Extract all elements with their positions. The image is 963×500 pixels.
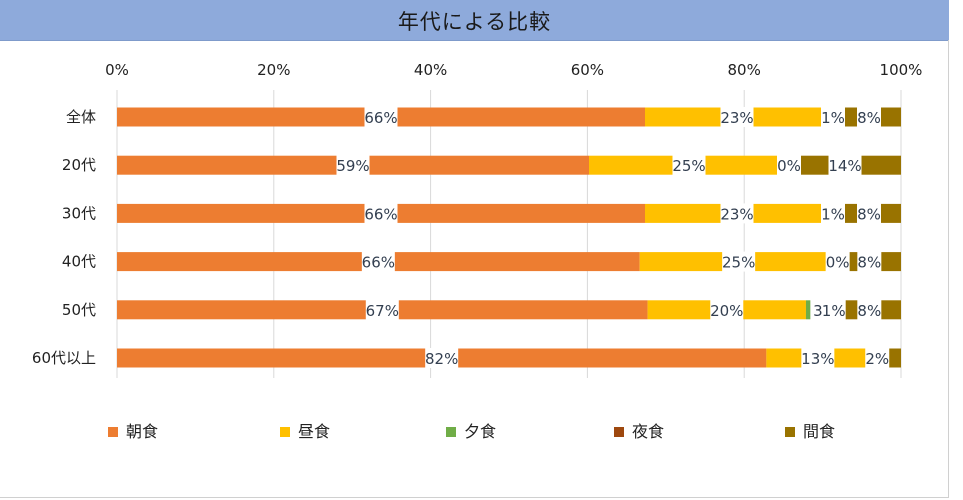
data-label: 2% — [865, 350, 889, 368]
data-label-bg — [720, 203, 754, 224]
data-label-bg — [336, 155, 370, 176]
y-axis-categories: 全体 20代 30代 40代 50代 60代以上 — [32, 108, 96, 367]
y-category-label: 40代 — [62, 253, 96, 271]
chart-border-bottom — [0, 497, 949, 498]
data-label: 25% — [722, 254, 755, 272]
y-category-label: 50代 — [62, 301, 96, 319]
data-label-bg — [801, 348, 835, 368]
data-label: 3 — [813, 302, 823, 320]
data-label-bg — [364, 203, 398, 224]
x-tick-label: 100% — [880, 61, 923, 79]
legend-swatch — [280, 427, 290, 437]
data-label: 82% — [425, 350, 458, 368]
data-label: 0% — [777, 157, 801, 175]
gridlines — [116, 90, 902, 378]
data-label: 66% — [364, 109, 397, 127]
data-label: 8% — [857, 302, 881, 320]
data-label-bg — [825, 251, 850, 272]
legend-swatch — [446, 427, 456, 437]
legend-label: 朝食 — [126, 422, 158, 441]
data-labels: 66% 23% 1% 8% 59% 25% 0% 14% 66% 23% 1% 8% 66% 25% 0% 8… — [336, 107, 890, 368]
data-label: 23% — [720, 205, 753, 223]
data-label-bg — [857, 203, 881, 224]
data-label-bg — [361, 251, 395, 272]
data-label: 59% — [336, 157, 369, 175]
bars — [117, 107, 901, 368]
y-category-label: 60代以上 — [32, 349, 96, 367]
legend-swatch — [108, 427, 118, 437]
data-label-bg — [857, 299, 882, 320]
data-label-bg — [821, 107, 845, 127]
data-label: 23% — [720, 109, 753, 127]
legend-swatch — [785, 427, 795, 437]
data-label-bg — [672, 155, 706, 176]
data-label-bg — [821, 299, 846, 320]
chart-border-right — [948, 40, 949, 498]
y-category-label: 20代 — [62, 156, 96, 174]
data-label-bg — [425, 348, 459, 368]
data-label-bg — [710, 299, 744, 320]
legend-label: 間食 — [803, 422, 835, 441]
chart-title: 年代による比較 — [397, 10, 552, 34]
data-label-bg — [857, 107, 881, 127]
x-tick-label: 60% — [571, 61, 604, 79]
title-bar: 年代による比較 — [0, 0, 949, 41]
data-label: 14% — [828, 157, 861, 175]
data-label-bg — [857, 251, 882, 272]
y-category-label: 全体 — [66, 108, 96, 126]
legend-label: 夕食 — [464, 422, 496, 441]
data-label: 1% — [822, 302, 846, 320]
y-category-label: 30代 — [62, 204, 96, 222]
legend-label: 夜食 — [632, 422, 664, 441]
data-label: 1% — [821, 205, 845, 223]
x-tick-label: 0% — [105, 61, 129, 79]
data-label-bg — [722, 251, 756, 272]
data-label-bg — [828, 155, 862, 176]
data-label: 67% — [366, 302, 399, 320]
x-tick-label: 20% — [257, 61, 290, 79]
data-label-bg — [777, 155, 801, 176]
data-label: 25% — [672, 157, 705, 175]
data-label: 1% — [821, 109, 845, 127]
data-label-bg — [365, 299, 399, 320]
data-label: 13% — [801, 350, 834, 368]
data-label-bg — [364, 107, 398, 127]
data-label: 66% — [364, 205, 397, 223]
data-label-bg — [720, 107, 754, 127]
data-label-bg — [865, 348, 890, 368]
x-tick-label: 40% — [414, 61, 447, 79]
data-label: 20% — [710, 302, 743, 320]
data-label: 8% — [857, 109, 881, 127]
x-axis-ticks: 0% 20% 40% 60% 80% 100% — [105, 61, 922, 79]
legend-swatch — [614, 427, 624, 437]
data-label-bg — [821, 203, 845, 224]
x-tick-label: 80% — [728, 61, 761, 79]
data-label-bg — [810, 299, 826, 320]
data-label: 0% — [826, 254, 850, 272]
stacked-bar-chart: 0% 20% 40% 60% 80% 100% 全体 20代 30代 40代 50代 60代以上 6… — [32, 61, 923, 441]
data-label: 66% — [362, 254, 395, 272]
data-label: 8% — [857, 254, 881, 272]
data-label: 8% — [857, 205, 881, 223]
legend: 朝食 昼食 夕食 夜食 間食 — [108, 422, 835, 441]
legend-label: 昼食 — [298, 422, 330, 441]
